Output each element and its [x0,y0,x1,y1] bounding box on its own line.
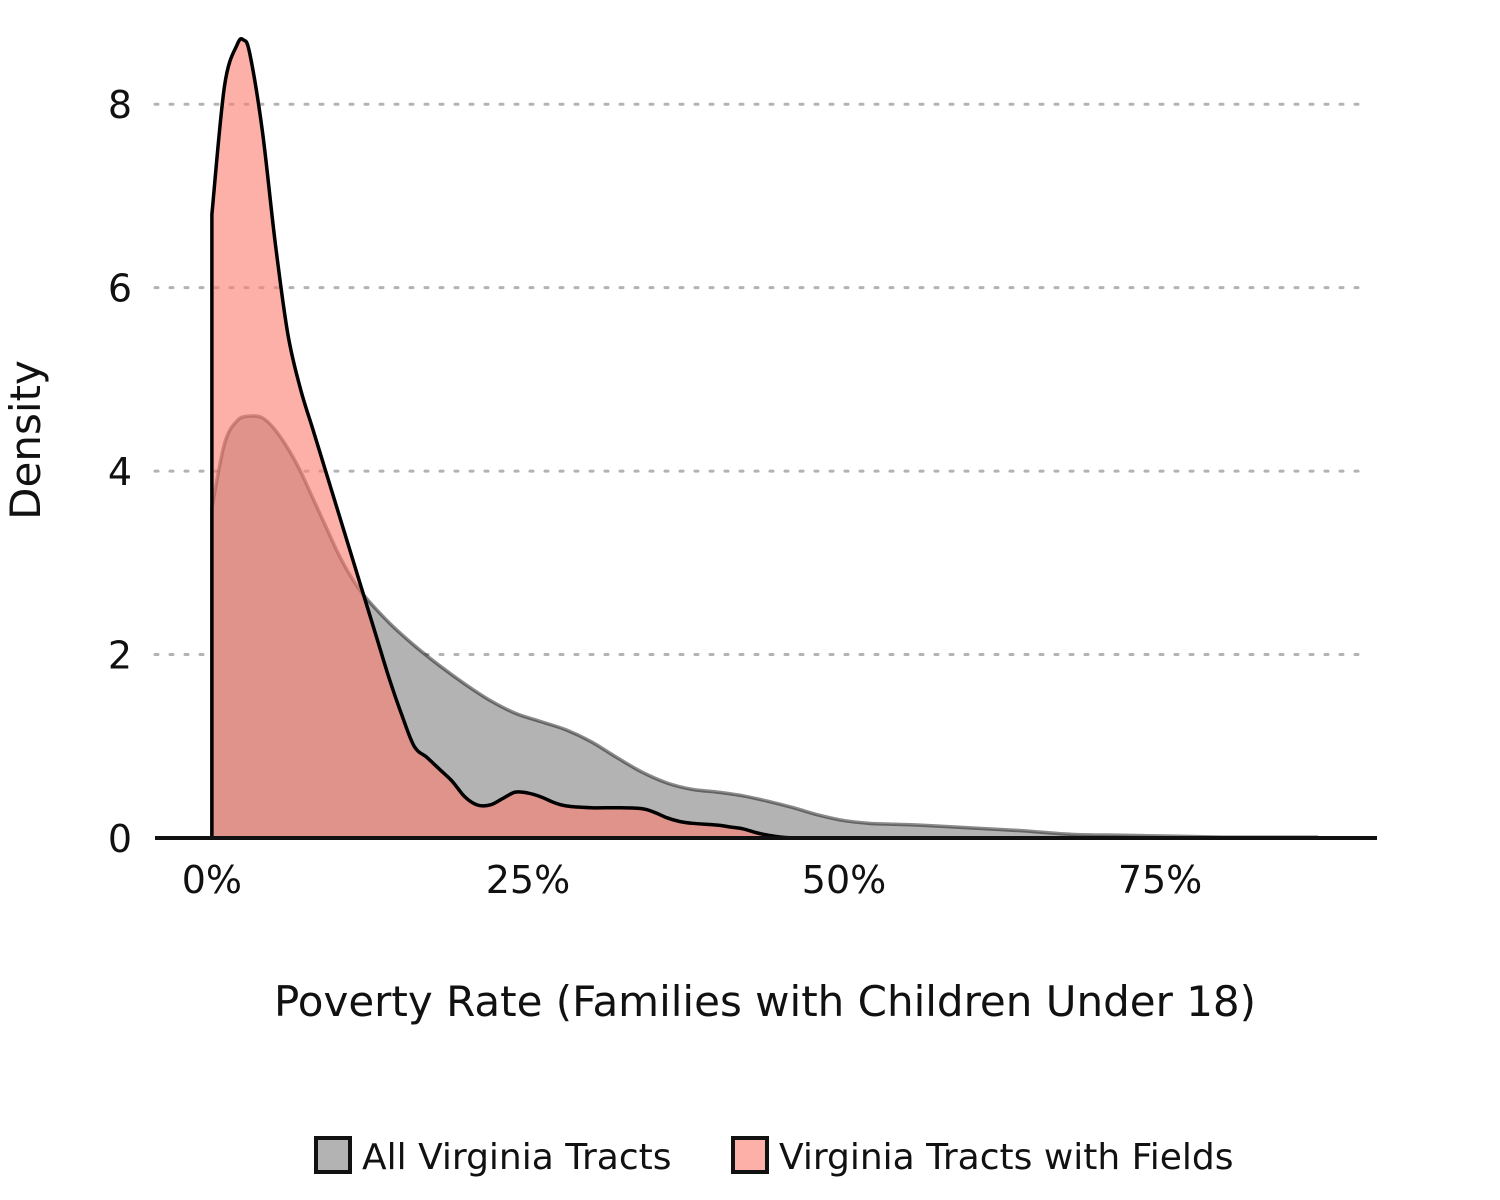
x-tick-label-0.25: 25% [486,858,570,902]
legend-label-2: Virginia Tracts with Fields [779,1137,1234,1178]
y-tick-label-6: 6 [108,267,132,311]
tick-labels: 0 2 4 6 8 0% 25% 50% 75% [108,83,1202,902]
legend-swatch-1 [314,1136,352,1174]
area-series-2 [211,38,794,839]
y-tick-label-8: 8 [108,83,132,127]
x-tick-label-0.75: 75% [1118,858,1202,902]
legend-swatch-2 [731,1136,769,1174]
y-tick-label-4: 4 [108,450,132,494]
density-areas [210,37,1319,840]
x-axis-title: Poverty Rate (Families with Children Und… [274,977,1256,1026]
y-tick-label-2: 2 [108,634,132,678]
y-axis-title: Density [1,360,50,520]
x-tick-label-0: 0% [182,858,242,902]
y-tick-label-0: 0 [108,817,132,861]
legend-label-1: All Virginia Tracts [362,1137,671,1178]
area-series-1 [211,415,1319,838]
line-series-2 [210,37,794,840]
x-tick-label-0.5: 50% [802,858,886,902]
legend: All Virginia Tracts Virginia Tracts with … [314,1136,1234,1178]
